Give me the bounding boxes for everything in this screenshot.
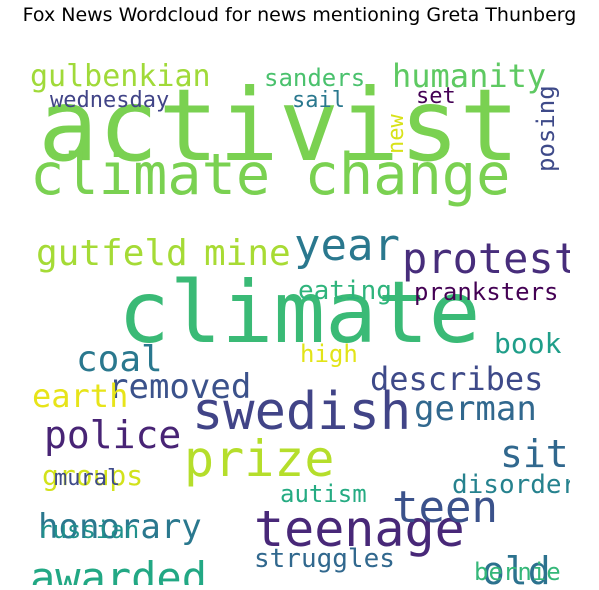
word-site: site (500, 432, 570, 476)
word-bernie: bernie (474, 558, 561, 585)
word-set: set (416, 84, 456, 109)
word-gutfeld: gutfeld (36, 233, 188, 274)
word-swedish: swedish (192, 382, 412, 442)
word-wednesday: wednesday (50, 88, 170, 113)
word-protest: protest (402, 234, 570, 283)
word-sanders: sanders (264, 64, 366, 92)
word-police: police (44, 413, 182, 457)
word-removed: removed (108, 367, 252, 407)
word-old: old (482, 549, 551, 585)
word-high: high (300, 340, 358, 368)
word-mural: mural (54, 466, 121, 491)
word-humanity: humanity (392, 57, 547, 95)
word-describes: describes (370, 360, 544, 398)
word-pranksters: pranksters (414, 278, 559, 306)
word-disorder: disorder (452, 470, 570, 500)
word-climate: climate (118, 263, 481, 363)
word-german: german (414, 389, 537, 429)
word-book: book (494, 327, 562, 360)
word-eating: eating (298, 276, 392, 306)
word-new: new (384, 114, 409, 154)
word-earth: earth (32, 377, 129, 415)
word-honorary: honorary (38, 507, 202, 547)
word-awarded: awarded (30, 553, 208, 586)
word-gulbenkian: gulbenkian (30, 59, 211, 94)
word-prize: prize (184, 430, 335, 488)
word-climate-change: climate change (30, 142, 511, 208)
word-activist: activist (38, 67, 520, 184)
word-mine: mine (204, 233, 291, 274)
word-sail: sail (292, 88, 345, 113)
word-groups: groups (42, 459, 144, 492)
word-autism: autism (280, 480, 367, 508)
chart-title: Fox News Wordcloud for news mentioning G… (22, 4, 577, 26)
word-russian: russian (38, 516, 140, 544)
word-coal: coal (76, 339, 163, 380)
word-year: year (294, 220, 400, 271)
word-teen: teen (392, 482, 498, 533)
word-cloud: activist climate change climate swedish … (30, 30, 570, 585)
word-teenage: teenage (254, 500, 465, 558)
word-posing: posing (532, 85, 560, 172)
word-struggles: struggles (254, 544, 395, 574)
